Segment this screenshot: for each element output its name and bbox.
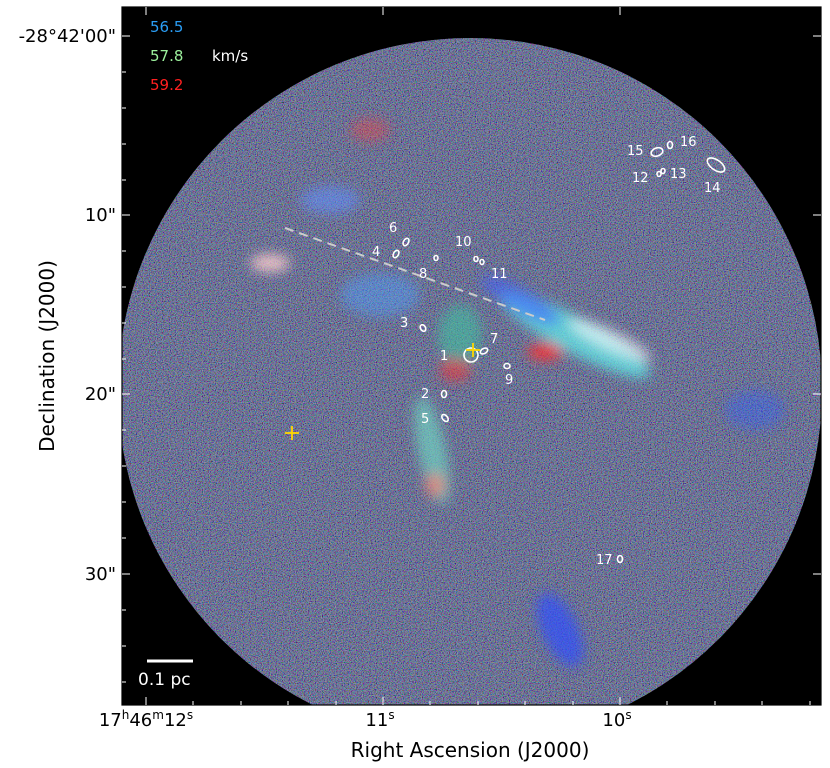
source-label: 2 [421, 387, 429, 402]
velocity-legend-item: 59.2 [150, 76, 183, 94]
source-ellipse-6 [402, 237, 410, 247]
source-label: 10 [455, 235, 472, 250]
source-ellipse-16 [666, 140, 674, 150]
source-ellipse-10 [473, 255, 479, 263]
x-axis-tick-labels: 17h46m12s 11s 10s [99, 708, 632, 731]
yellow-cross-markers [285, 343, 480, 440]
y-tick-label: 30" [85, 564, 116, 585]
x-tick-label: 10s [602, 708, 631, 731]
source-label: 13 [670, 167, 687, 182]
source-label: 15 [627, 144, 644, 159]
source-ellipse-1 [463, 347, 479, 363]
velocity-unit-label: km/s [212, 47, 248, 65]
emission-disc [122, 38, 821, 705]
x-tick-label: 17h46m12s [99, 708, 193, 731]
source-label: 4 [372, 245, 380, 260]
velocity-legend-item: 57.8 [150, 47, 183, 65]
source-label: 14 [704, 181, 721, 196]
source-ellipse-7 [479, 347, 489, 355]
cross-marker [285, 426, 299, 440]
source-label: 6 [389, 221, 397, 236]
axis-ticks [122, 7, 821, 705]
scale-bar-label: 0.1 pc [138, 670, 191, 690]
y-axis-title: Declination (J2000) [35, 260, 59, 452]
source-label: 11 [491, 267, 508, 282]
source-ellipse-2 [440, 389, 448, 399]
source-ellipse-14 [706, 157, 726, 173]
source-label: 12 [632, 171, 649, 186]
source-labels: 1 2 3 4 5 6 7 8 9 10 11 12 13 14 15 16 1… [372, 135, 721, 568]
noise-field [122, 38, 821, 705]
source-ellipses [392, 140, 726, 564]
source-label: 16 [680, 135, 697, 150]
source-ellipse-4 [392, 249, 400, 259]
image-panel: 1 2 3 4 5 6 7 8 9 10 11 12 13 14 15 16 1… [122, 7, 821, 705]
dashed-cut-line [284, 227, 546, 321]
y-axis-tick-labels: -28°42'00" 10" 20" 30" [19, 26, 116, 585]
x-axis-title: Right Ascension (J2000) [351, 738, 590, 762]
source-ellipse-8 [433, 254, 439, 262]
source-label: 7 [490, 332, 498, 347]
source-label: 5 [421, 412, 429, 427]
scale-bar: 0.1 pc [138, 659, 193, 690]
source-label: 3 [400, 316, 408, 331]
y-tick-label: -28°42'00" [19, 26, 116, 47]
emission-features [250, 118, 785, 668]
source-ellipse-9 [503, 362, 511, 370]
source-ellipse-5 [440, 413, 450, 423]
velocity-legend: 56.5 57.8 59.2 km/s [150, 18, 248, 94]
source-ellipse-12 [656, 170, 662, 178]
y-tick-label: 20" [85, 384, 116, 405]
source-label: 17 [596, 553, 613, 568]
source-ellipse-17 [616, 554, 624, 564]
source-ellipse-15 [650, 146, 664, 158]
source-label: 9 [505, 373, 513, 388]
cross-marker [466, 343, 480, 357]
source-ellipse-3 [419, 323, 427, 333]
source-ellipse-11 [479, 258, 485, 266]
y-tick-label: 10" [85, 205, 116, 226]
plot-frame [121, 6, 822, 706]
x-tick-label: 11s [365, 708, 394, 731]
source-ellipse-13 [660, 167, 666, 175]
velocity-legend-item: 56.5 [150, 18, 183, 36]
source-label: 8 [419, 267, 427, 282]
source-label: 1 [440, 349, 448, 364]
